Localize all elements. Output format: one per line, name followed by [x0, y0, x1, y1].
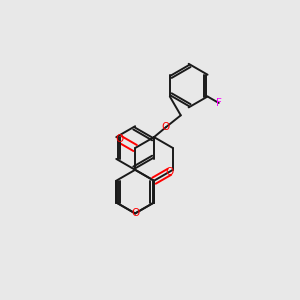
- Text: O: O: [116, 134, 124, 144]
- Text: F: F: [216, 98, 222, 108]
- Text: O: O: [162, 122, 170, 132]
- Text: O: O: [165, 167, 174, 177]
- Text: O: O: [131, 208, 139, 218]
